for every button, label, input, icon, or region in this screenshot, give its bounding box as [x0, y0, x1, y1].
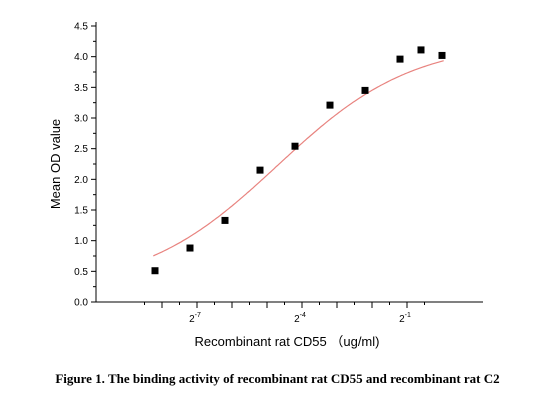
- y-axis-title: Mean OD value: [48, 119, 63, 209]
- figure-caption: Figure 1. The binding activity of recomb…: [55, 371, 500, 386]
- y-tick-label: 2.0: [74, 175, 88, 186]
- y-tick-label: 1.5: [74, 206, 88, 217]
- y-tick-label: 4.5: [74, 22, 88, 33]
- y-tick-label: 3.0: [74, 114, 88, 125]
- data-point: [438, 51, 446, 59]
- binding-curve-chart: 0.0 0.5 1.0 1.5 2.0 2.5 3.0 3.5 4.0 4.5 2-7 2-4 2-1 R…: [48, 22, 483, 350]
- axes: [91, 22, 483, 308]
- data-point: [256, 166, 264, 174]
- data-points: [151, 46, 446, 275]
- y-tick-label: 1.0: [74, 236, 88, 247]
- y-tick-label: 0.0: [74, 298, 88, 309]
- data-point: [326, 101, 334, 109]
- y-tick-label: 3.5: [74, 83, 88, 94]
- y-tick-label: 4.0: [74, 52, 88, 63]
- x-axis-title: Recombinant rat CD55 （ug/ml): [195, 334, 380, 349]
- data-point: [361, 86, 369, 94]
- y-tick-label: 2.5: [74, 144, 88, 155]
- x-tick-label: 2-1: [399, 312, 411, 325]
- axis-labels: 0.0 0.5 1.0 1.5 2.0 2.5 3.0 3.5 4.0 4.5 2-7 2-4 2-1 R…: [48, 22, 411, 350]
- fit-curve-layer: [153, 60, 444, 257]
- x-tick-label: 2-4: [294, 312, 306, 325]
- data-point: [151, 267, 159, 275]
- fit-curve: [153, 60, 444, 257]
- data-point: [396, 55, 404, 63]
- data-point: [417, 46, 425, 54]
- data-point: [221, 216, 229, 224]
- y-tick-label: 0.5: [74, 267, 88, 278]
- data-point: [291, 142, 299, 150]
- x-tick-label: 2-7: [189, 312, 201, 325]
- data-point: [186, 244, 194, 252]
